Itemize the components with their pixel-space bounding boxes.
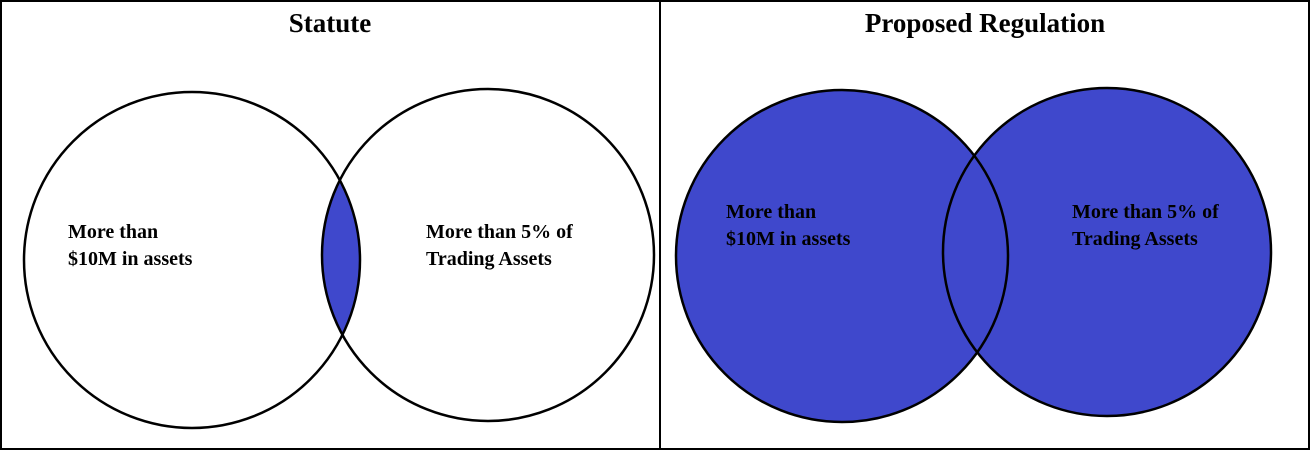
statute-venn: More than $10M in assets More than 5% of… (22, 87, 656, 430)
panel-border-proposed-regulation (659, 0, 1310, 450)
proposed-assets-label-line-2: $10M in assets (726, 228, 851, 250)
proposed-circle-trading (943, 88, 1271, 416)
proposed-assets-label: More than $10M in assets (726, 201, 851, 250)
proposed-regulation-title: Proposed Regulation (864, 8, 1106, 38)
proposed-trading-label-line-2: Trading Assets (1072, 228, 1198, 250)
proposed-circle-assets (676, 90, 1008, 422)
statute-trading-label-line-2: Trading Assets (426, 248, 552, 270)
statute-circle-trading (322, 89, 654, 421)
proposed-trading-label-line-1: More than 5% of (1072, 201, 1219, 223)
statute-trading-label-line-1: More than 5% of (426, 221, 573, 243)
proposed-circle-trading-outline (941, 86, 1273, 418)
statute-circle-assets-outline (22, 90, 362, 430)
proposed-assets-label-line-1: More than (726, 201, 816, 223)
proposed-regulation-venn: More than $10M in assets More than 5% of… (674, 86, 1273, 424)
statute-assets-label: More than $10M in assets (68, 221, 193, 270)
statute-assets-label-line-1: More than (68, 221, 158, 243)
proposed-circle-assets-outline (674, 88, 1010, 424)
statute-trading-label: More than 5% of Trading Assets (426, 221, 578, 270)
statute-circle-trading-outline (320, 87, 656, 423)
statute-circle-assets (24, 92, 360, 428)
proposed-trading-label: More than 5% of Trading Assets (1072, 201, 1224, 250)
statute-assets-label-line-2: $10M in assets (68, 248, 193, 270)
statute-title: Statute (288, 8, 372, 38)
